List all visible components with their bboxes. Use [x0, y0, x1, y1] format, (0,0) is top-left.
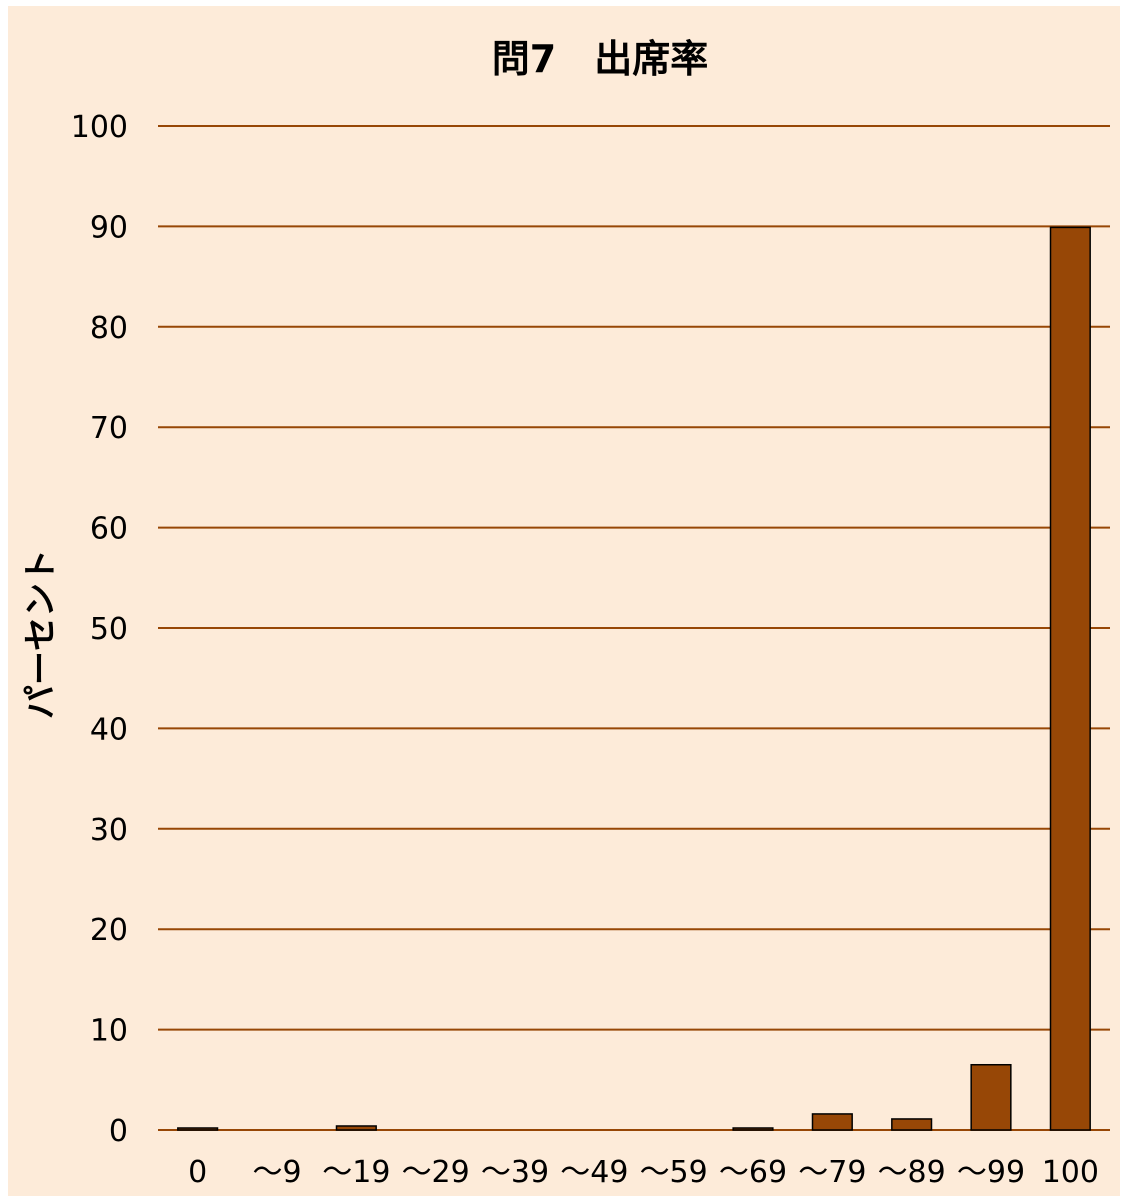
- chart-title: 問7 出席率: [492, 37, 708, 81]
- bar: [970, 1063, 1012, 1131]
- y-tick-label: 40: [90, 712, 128, 747]
- grid-lines: [158, 125, 1110, 1131]
- chart-area: 問7 出席率 パーセント 0 10 20 30 40 50 60 70 80 90 100 0 〜9 〜…: [8, 6, 1120, 1196]
- x-tick-label: 100: [1042, 1155, 1099, 1190]
- x-tick-labels: 0 〜9 〜19 〜29 〜39 〜49 〜59 〜69 〜79 〜89 〜99 100: [188, 1155, 1099, 1190]
- y-tick-label: 20: [90, 913, 128, 948]
- y-tick-label: 60: [90, 512, 128, 547]
- x-tick-label: 〜29: [402, 1155, 470, 1190]
- x-tick-label: 〜9: [252, 1155, 301, 1190]
- bar: [891, 1118, 933, 1131]
- x-tick-label: 〜69: [719, 1155, 787, 1190]
- x-tick-label: 〜89: [878, 1155, 946, 1190]
- y-tick-label: 100: [71, 110, 128, 145]
- y-tick-label: 90: [90, 210, 128, 245]
- y-axis-label: パーセント: [21, 549, 61, 719]
- bar: [811, 1113, 853, 1131]
- x-tick-label: 〜99: [957, 1155, 1025, 1190]
- y-tick-label: 70: [90, 411, 128, 446]
- y-tick-label: 80: [90, 311, 128, 346]
- y-tick-label: 50: [90, 612, 128, 647]
- bar: [177, 1127, 219, 1131]
- y-tick-label: 0: [109, 1114, 128, 1149]
- x-tick-label: 〜59: [640, 1155, 708, 1190]
- bars: [177, 226, 1091, 1131]
- bar: [335, 1125, 377, 1131]
- x-tick-label: 〜39: [481, 1155, 549, 1190]
- bar: [732, 1127, 774, 1131]
- y-tick-label: 30: [90, 813, 128, 848]
- y-tick-labels: 0 10 20 30 40 50 60 70 80 90 100: [71, 110, 128, 1149]
- y-tick-label: 10: [90, 1014, 128, 1049]
- x-tick-label: 0: [188, 1155, 207, 1190]
- x-tick-label: 〜49: [560, 1155, 628, 1190]
- bar-chart: 問7 出席率 パーセント 0 10 20 30 40 50 60 70 80 90 100 0 〜9 〜…: [21, 37, 1110, 1190]
- x-tick-label: 〜19: [322, 1155, 390, 1190]
- x-tick-label: 〜79: [798, 1155, 866, 1190]
- bar: [1049, 226, 1091, 1131]
